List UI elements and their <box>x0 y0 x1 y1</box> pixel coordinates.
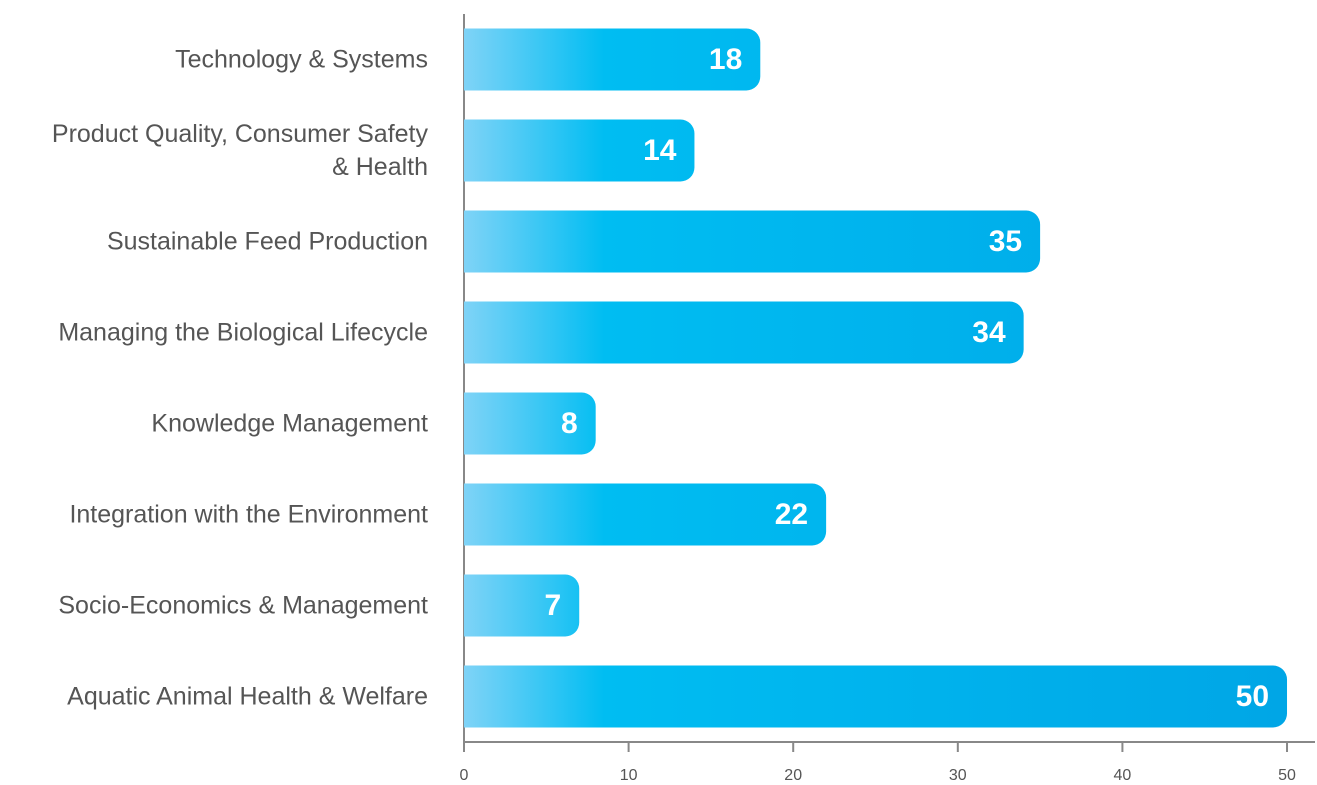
category-label: Product Quality, Consumer Safety & Healt… <box>51 119 428 181</box>
x-tick-label: 0 <box>460 767 469 784</box>
value-label: 34 <box>972 316 1006 349</box>
x-tick-label: 50 <box>1278 767 1296 784</box>
bar <box>464 119 695 182</box>
bar <box>464 210 1041 273</box>
value-label: 14 <box>643 134 677 167</box>
value-label: 8 <box>561 407 578 440</box>
x-tick-label: 10 <box>620 767 638 784</box>
category-label: Aquatic Animal Health & Welfare <box>67 682 428 710</box>
category-label: Sustainable Feed Production <box>106 227 428 255</box>
value-label: 22 <box>775 498 808 531</box>
value-label: 7 <box>545 589 562 622</box>
x-tick-label: 40 <box>1114 767 1132 784</box>
x-tick-label: 20 <box>784 767 802 784</box>
bar <box>464 665 1288 728</box>
value-label: 18 <box>709 43 742 76</box>
value-label: 50 <box>1236 680 1269 713</box>
value-label: 35 <box>989 225 1022 258</box>
bar <box>464 483 827 546</box>
category-label: Technology & Systems <box>175 45 428 73</box>
bar <box>464 392 596 455</box>
bar <box>464 28 761 91</box>
bar <box>464 301 1024 364</box>
category-label: Socio-Economics & Management <box>58 591 428 619</box>
x-tick-label: 30 <box>949 767 967 784</box>
category-label: Knowledge Management <box>151 409 428 437</box>
category-label: Integration with the Environment <box>69 500 428 528</box>
bar <box>464 574 580 637</box>
category-label: Managing the Biological Lifecycle <box>58 318 428 346</box>
